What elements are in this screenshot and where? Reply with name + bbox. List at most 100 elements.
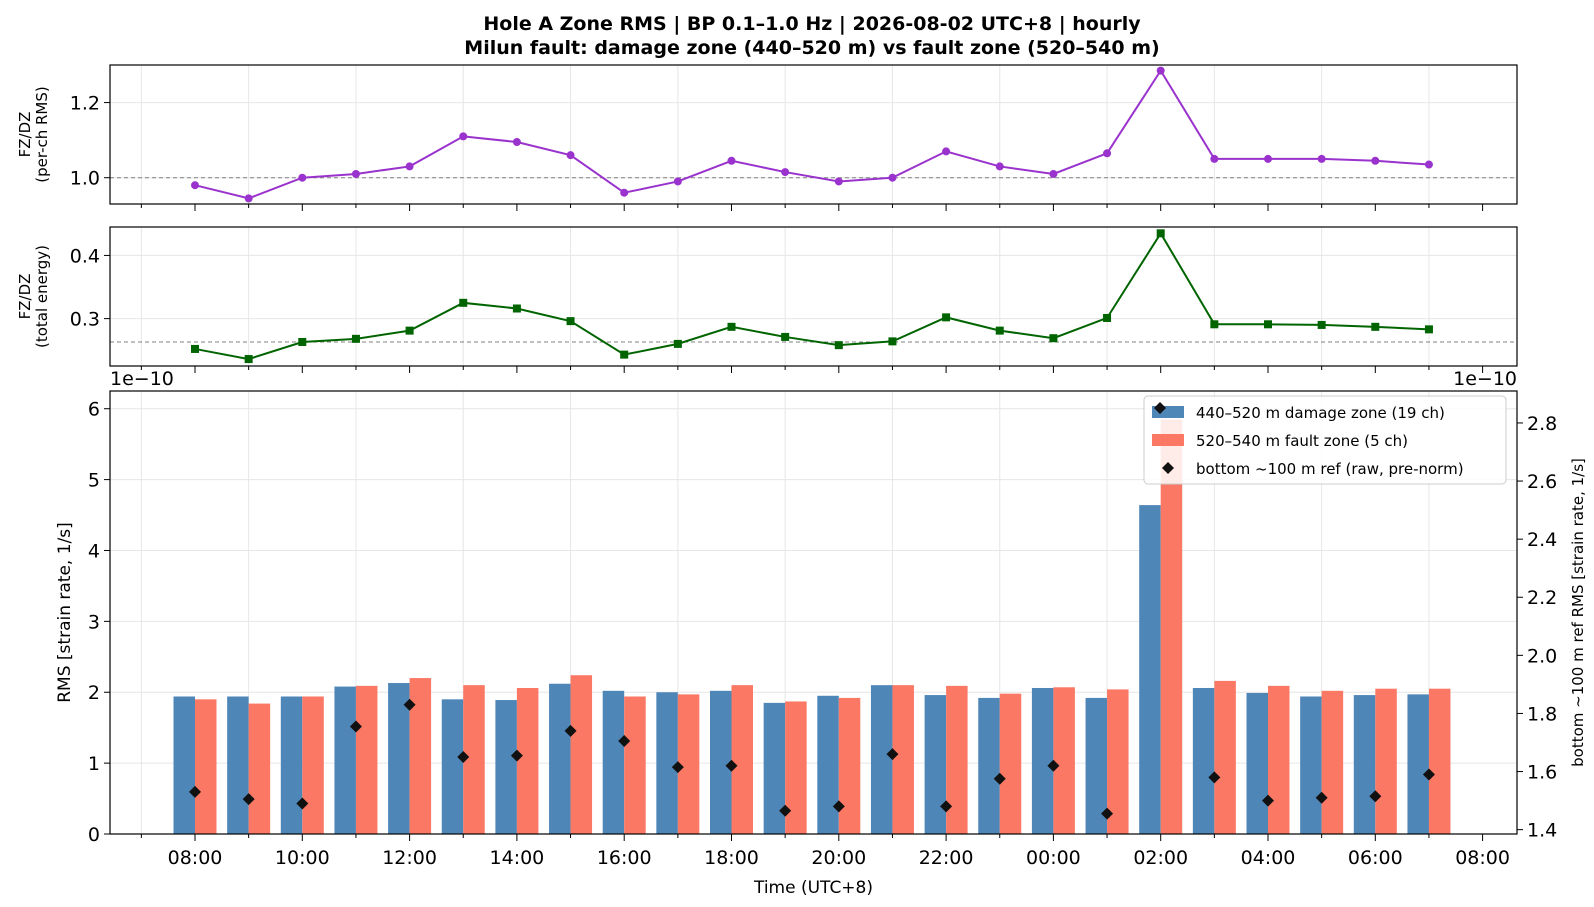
fault-zone-bar	[624, 696, 646, 834]
x-tick-label: 20:00	[811, 847, 866, 869]
damage-zone-bar	[817, 695, 839, 834]
damage-zone-bar	[924, 695, 947, 834]
damage-zone-bar	[173, 696, 195, 834]
damage-zone-bar	[1192, 687, 1215, 834]
reference-marker	[1262, 794, 1274, 807]
data-point	[244, 194, 253, 203]
data-point	[1424, 160, 1433, 169]
y-tick-label: 2	[88, 682, 100, 704]
data-point	[1156, 229, 1165, 238]
data-point	[727, 156, 736, 165]
x-tick-label: 08:00	[168, 847, 223, 869]
y-tick-label: 0	[88, 824, 100, 846]
damage-zone-bar	[602, 690, 625, 834]
legend-label: 440–520 m damage zone (19 ch)	[1196, 404, 1445, 422]
fault-zone-bar	[409, 678, 432, 834]
data-point	[620, 188, 629, 197]
legend-overlap-marker	[1154, 402, 1166, 414]
fault-zone-bar	[1214, 680, 1236, 834]
y-axis-label-line: FZ/DZ	[16, 274, 34, 320]
legend: 440–520 m damage zone (19 ch) 520–540 m f…	[1143, 395, 1507, 485]
data-point	[995, 326, 1004, 335]
reference-marker	[296, 797, 309, 810]
data-point	[673, 177, 682, 186]
fault-zone-bar	[1375, 688, 1397, 834]
reference-marker	[671, 761, 684, 774]
data-point	[1049, 334, 1058, 343]
reference-marker	[403, 698, 416, 711]
x-tick-label: 12:00	[382, 847, 437, 869]
right-y-tick-label: 2.8	[1527, 413, 1557, 435]
zone-rms-panel: 0 1 2 3 4 5 6 1.4 1.6 1.8 2.0 2.2 2.4 2.6 2.8 08:00 10:0…	[55, 368, 1587, 898]
data-point	[1210, 154, 1219, 163]
data-point	[1210, 320, 1219, 329]
panel-frame	[109, 226, 1518, 367]
legend-swatch	[1152, 434, 1184, 446]
y-tick-label: 1.2	[70, 93, 100, 115]
damage-zone-bar	[710, 690, 732, 834]
x-tick-label: 16:00	[597, 847, 652, 869]
data-point	[405, 326, 414, 335]
fault-zone-bar	[1053, 687, 1075, 834]
damage-zone-bar	[1246, 692, 1268, 834]
data-point	[298, 173, 307, 182]
fault-zone-bar	[1321, 690, 1344, 834]
y-axis-label: FZ/DZ(per-ch RMS)	[16, 86, 51, 182]
data-point	[351, 334, 360, 343]
y-tick-label: 4	[88, 540, 100, 562]
legend-label: 520–540 m fault zone (5 ch)	[1196, 432, 1408, 450]
reference-marker	[457, 751, 470, 764]
right-y-tick-label: 2.6	[1527, 471, 1557, 493]
reference-marker	[1369, 790, 1382, 803]
fault-zone-bar	[1428, 688, 1451, 834]
fault-zone-bar	[731, 685, 753, 834]
series-line	[194, 68, 1430, 200]
series-line	[194, 231, 1429, 361]
y-tick-label: 0.4	[70, 245, 100, 267]
damage-zone-bar	[978, 697, 1000, 834]
data-point	[781, 332, 790, 341]
data-point	[298, 337, 307, 346]
fault-zone-bar	[463, 685, 485, 834]
data-point	[1264, 320, 1272, 329]
panel-frame	[109, 390, 1518, 835]
data-point	[620, 350, 629, 359]
damage-zone-bar	[1031, 687, 1054, 834]
damage-zone-bar	[763, 702, 786, 834]
data-point	[351, 169, 360, 178]
fault-zone-bar	[1268, 685, 1290, 834]
data-point	[1317, 320, 1326, 329]
right-y-tick-label: 2.0	[1527, 645, 1557, 667]
data-point	[1424, 325, 1433, 334]
data-point	[405, 162, 414, 171]
data-point	[1103, 149, 1112, 158]
reference-marker	[510, 749, 523, 762]
x-tick-label: 08:00	[1455, 847, 1510, 869]
damage-zone-bar	[334, 686, 356, 834]
y-tick-label: 3	[88, 611, 100, 633]
data-point	[566, 151, 575, 160]
reference-marker	[1101, 807, 1114, 820]
legend-swatch	[1162, 462, 1174, 474]
data-point	[1264, 154, 1272, 163]
damage-zone-bar	[280, 696, 303, 834]
y-axis-label-line: (total energy)	[33, 245, 51, 348]
right-y-tick-label: 1.4	[1527, 820, 1557, 842]
data-point	[995, 162, 1004, 171]
x-tick-label: 10:00	[275, 847, 330, 869]
y-tick-label: 0.3	[70, 309, 100, 331]
reference-marker	[564, 724, 577, 737]
fault-zone-bar	[946, 685, 968, 834]
data-point	[834, 177, 843, 186]
reference-marker	[886, 748, 899, 761]
fault-zone-bar	[570, 675, 593, 834]
fault-zone-bar	[195, 699, 217, 834]
data-point	[834, 341, 843, 350]
damage-zone-bar	[870, 685, 893, 834]
x-tick-label: 00:00	[1026, 847, 1081, 869]
data-point	[244, 355, 253, 364]
data-point	[781, 168, 790, 177]
panel-frame	[109, 64, 1518, 205]
reference-marker	[1208, 771, 1221, 784]
reference-marker	[1047, 759, 1060, 772]
